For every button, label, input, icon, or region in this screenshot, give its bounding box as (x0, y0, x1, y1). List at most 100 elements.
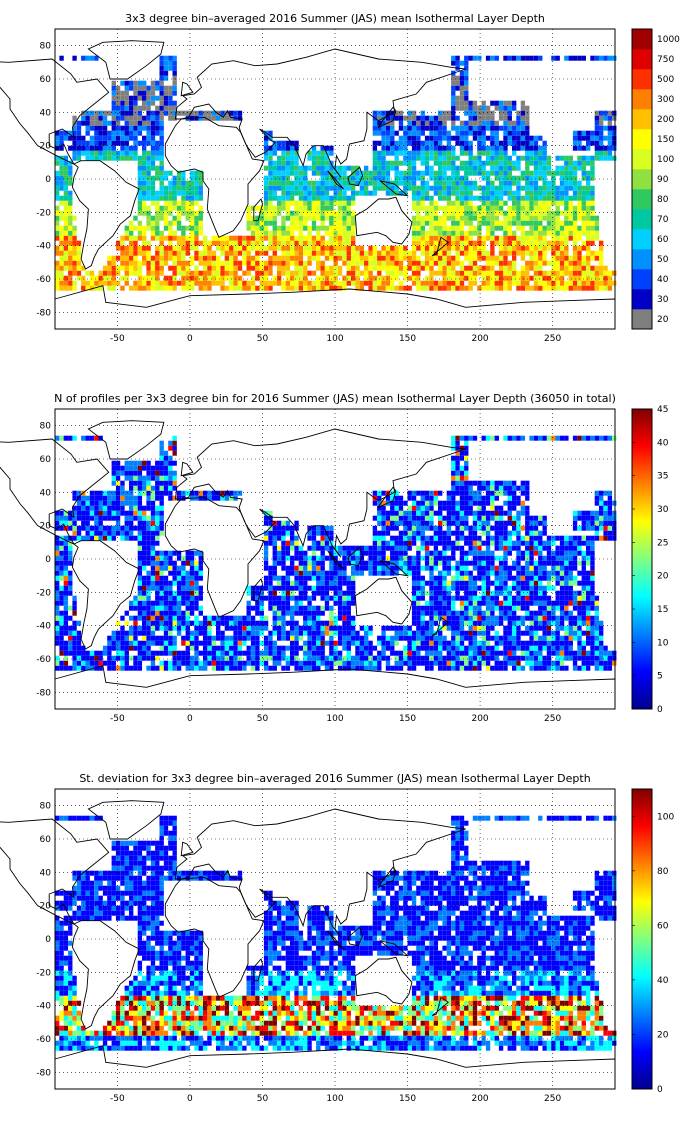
data-cell (577, 245, 582, 251)
data-cell (159, 145, 164, 151)
data-cell (229, 645, 234, 651)
data-cell (172, 90, 177, 96)
data-cell (424, 165, 430, 171)
data-cell (542, 235, 547, 241)
data-cell (172, 115, 177, 121)
data-cell (438, 185, 443, 191)
data-cell (433, 255, 439, 261)
data-cell (250, 275, 256, 281)
data-cell (168, 590, 173, 596)
data-cell (68, 265, 73, 271)
data-cell (198, 210, 203, 216)
data-cell (359, 185, 365, 191)
data-cell (572, 250, 578, 256)
data-cell (298, 265, 304, 271)
data-cell (594, 150, 600, 156)
data-cell (111, 535, 116, 541)
data-cell (63, 200, 69, 206)
data-cell (172, 75, 177, 81)
data-cell (298, 570, 304, 576)
data-cell (346, 550, 351, 556)
data-cell (207, 285, 212, 291)
data-cell (59, 625, 64, 631)
data-cell (133, 140, 138, 146)
data-cell (207, 640, 212, 646)
data-cell (577, 255, 582, 261)
data-cell (424, 145, 430, 151)
data-cell (263, 190, 269, 196)
data-cell (512, 145, 517, 151)
data-cell (146, 640, 151, 646)
data-cell (551, 265, 556, 271)
data-cell (485, 115, 491, 121)
data-cell (176, 200, 182, 206)
data-cell (359, 645, 365, 651)
data-cell (290, 590, 295, 596)
data-cell (185, 610, 190, 616)
data-cell (172, 620, 177, 626)
data-cell (189, 180, 195, 186)
data-cell (129, 105, 134, 111)
data-cell (324, 625, 330, 631)
data-cell (424, 195, 430, 201)
data-cell (337, 565, 343, 571)
data-cell (359, 545, 365, 551)
data-cell (146, 465, 151, 471)
data-cell (85, 520, 90, 526)
data-cell (76, 265, 82, 271)
data-cell (94, 110, 99, 116)
data-cell (294, 535, 299, 541)
data-cell (115, 95, 121, 101)
data-cell (285, 660, 291, 666)
data-cell (233, 650, 238, 656)
data-cell (142, 545, 147, 551)
data-cell (551, 230, 556, 236)
x-tick-label: 100 (326, 334, 343, 344)
data-cell (516, 210, 521, 216)
data-cell (485, 145, 491, 151)
data-cell (468, 100, 473, 106)
data-cell (229, 625, 234, 631)
data-cell (468, 230, 473, 236)
data-cell (102, 505, 108, 511)
data-cell (85, 435, 90, 441)
data-cell (285, 580, 291, 586)
data-cell (163, 615, 169, 621)
data-cell (381, 120, 386, 126)
data-cell (290, 195, 295, 201)
data-cell (124, 515, 129, 521)
data-cell (76, 535, 82, 541)
data-cell (146, 500, 151, 506)
data-cell (81, 645, 86, 651)
data-cell (298, 245, 304, 251)
data-cell (320, 220, 325, 226)
data-cell (142, 145, 147, 151)
coastline (71, 160, 140, 270)
data-cell (311, 590, 317, 596)
data-cell (124, 655, 129, 661)
data-cell (198, 490, 203, 496)
data-cell (268, 195, 273, 201)
data-cell (163, 595, 169, 601)
data-cell (216, 630, 221, 636)
data-cell (63, 160, 69, 166)
data-cell (351, 260, 356, 266)
data-cell (220, 490, 225, 496)
data-cell (142, 135, 147, 141)
data-cell (468, 140, 473, 146)
data-cell (503, 150, 508, 156)
data-cell (481, 105, 486, 111)
data-cell (163, 85, 169, 91)
data-cell (355, 165, 360, 171)
data-cell (533, 280, 539, 286)
data-cell (277, 185, 282, 191)
data-cell (229, 640, 234, 646)
data-cell (416, 200, 421, 206)
data-cell (268, 520, 273, 526)
data-cell (394, 180, 399, 186)
data-cell (581, 55, 586, 61)
data-cell (507, 170, 512, 176)
data-cell (420, 250, 425, 256)
data-cell (590, 130, 595, 136)
data-cell (329, 635, 334, 641)
